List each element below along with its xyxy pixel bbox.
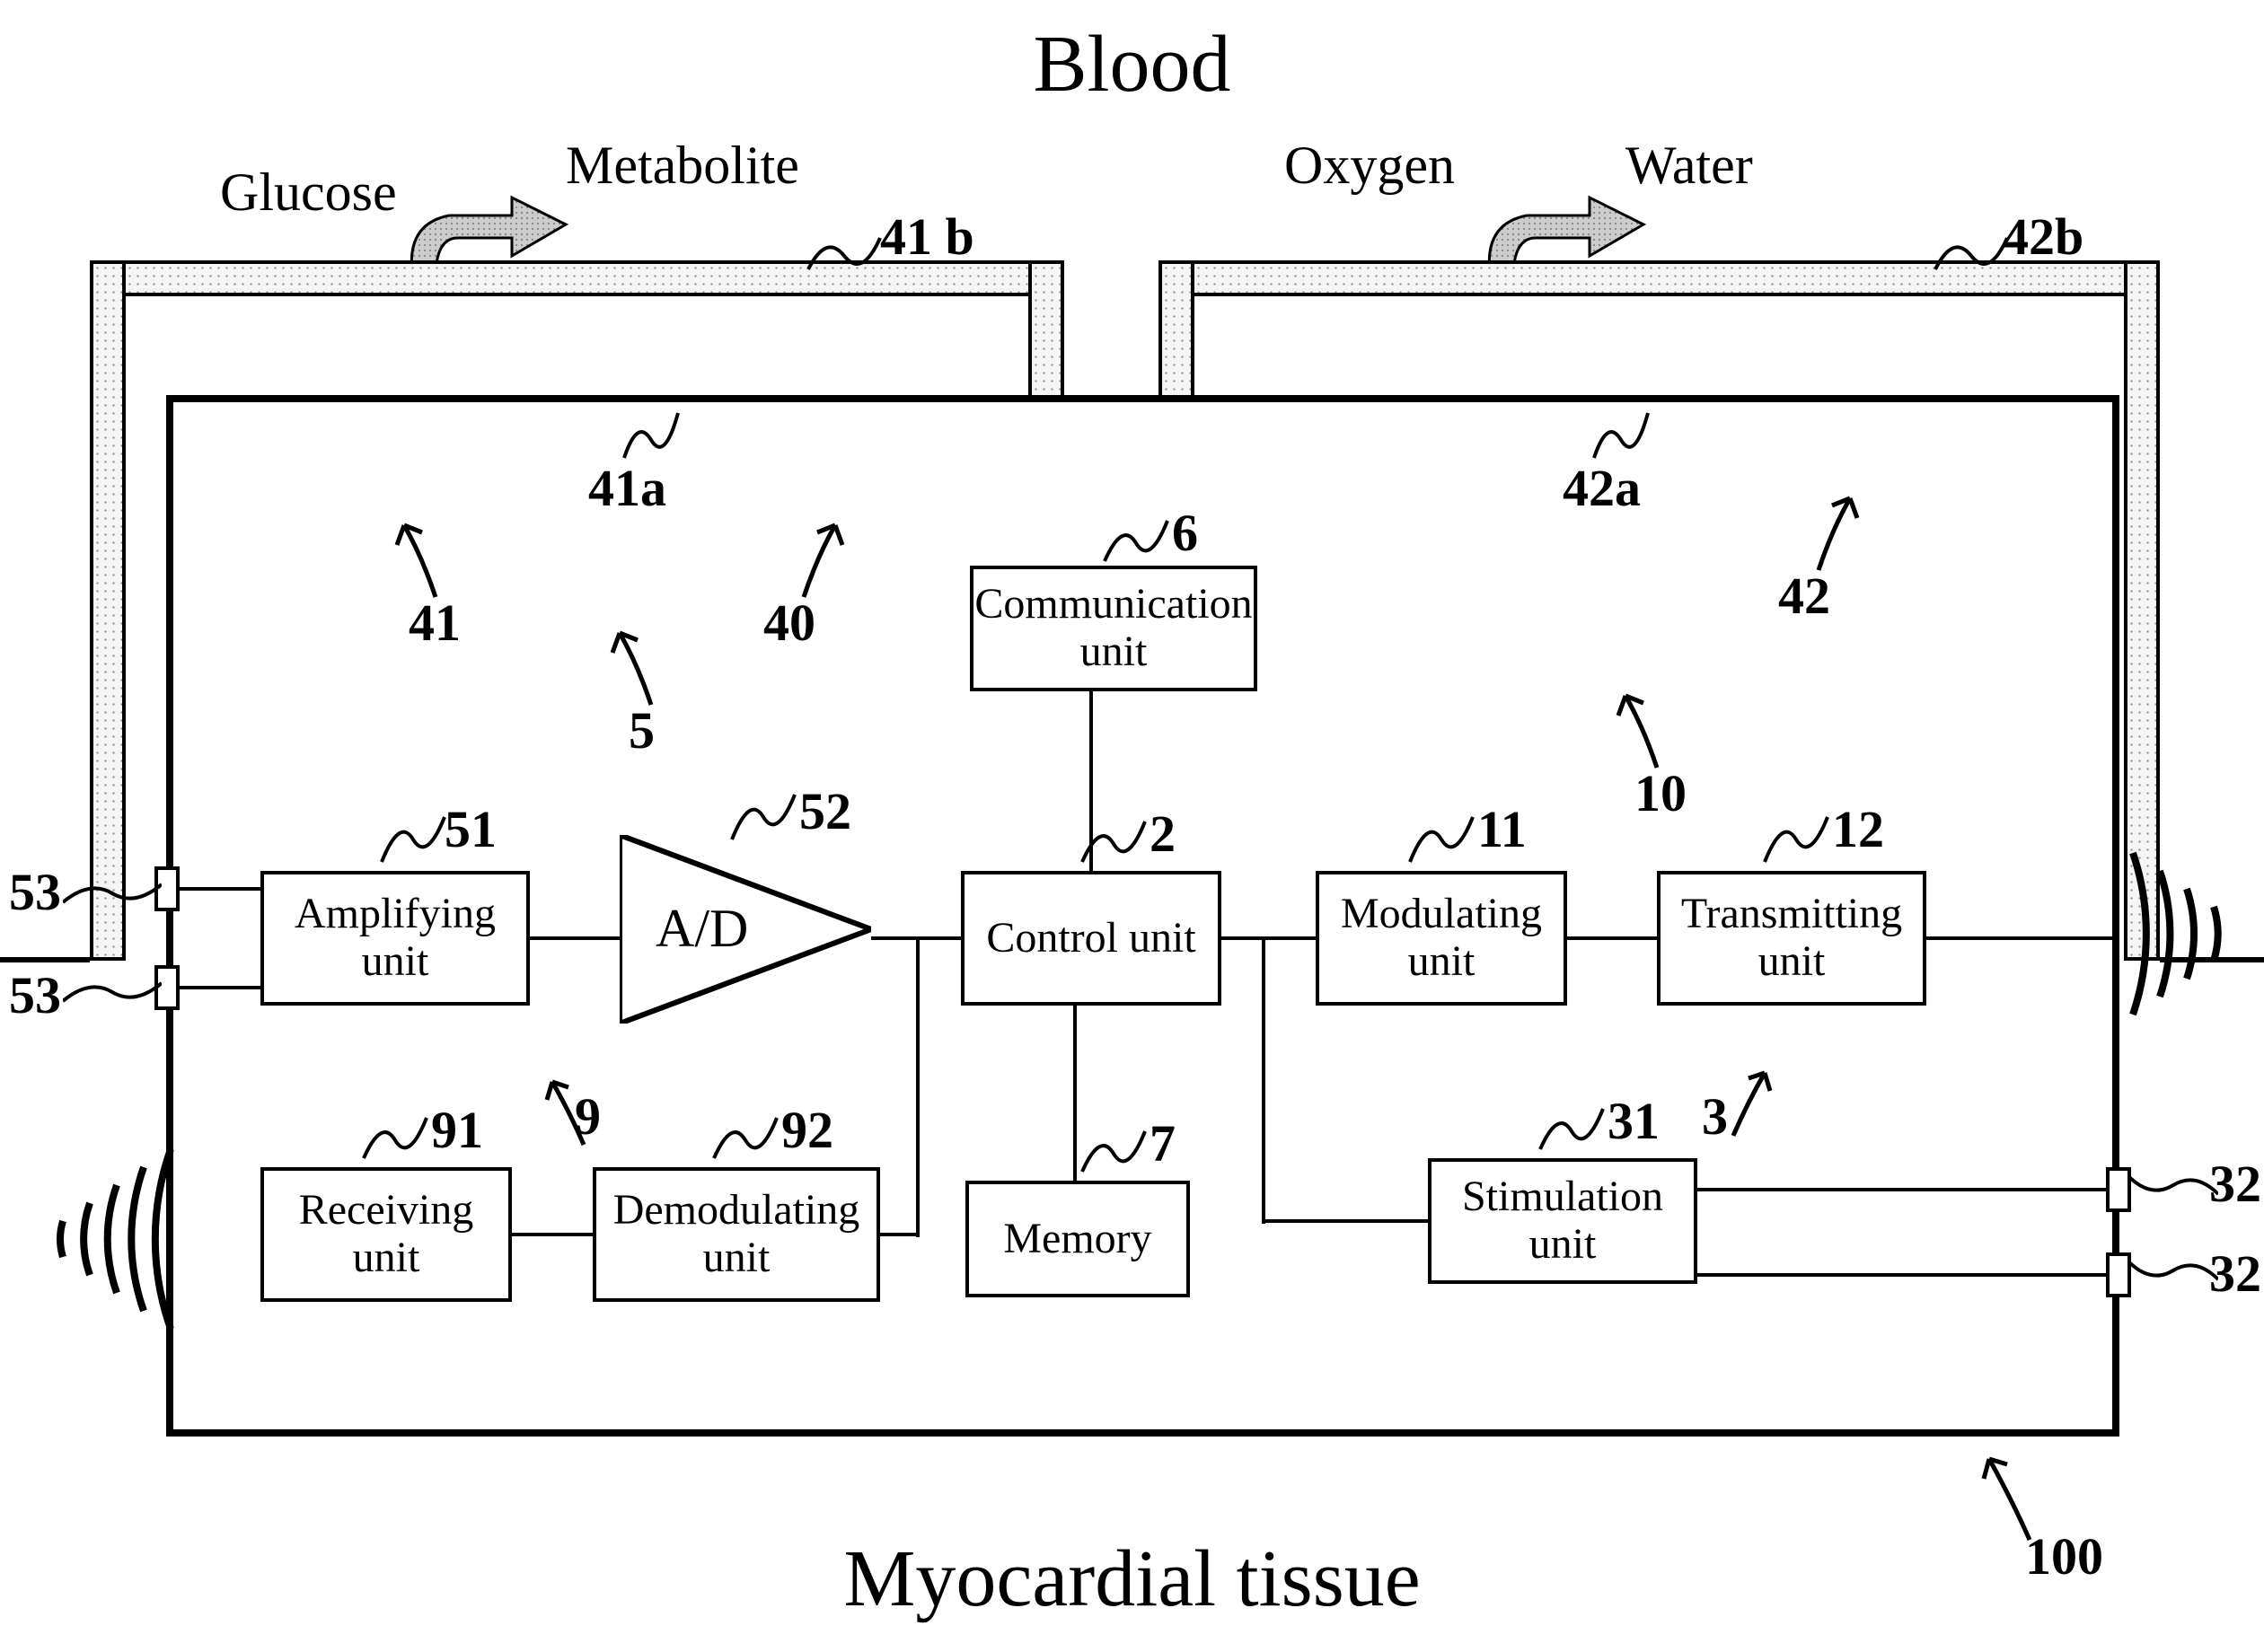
- conn-tx-edge: [1926, 936, 2119, 940]
- ref-32b: 32: [2209, 1243, 2261, 1304]
- block-communication: Communication unit: [970, 566, 1257, 691]
- ref-10: 10: [1634, 763, 1687, 823]
- ref-91: 91: [431, 1100, 483, 1160]
- ref-53a: 53: [9, 862, 61, 922]
- conn-control-memory: [1073, 1006, 1077, 1181]
- arrow-42-icon: [1796, 476, 1868, 575]
- ref-41: 41: [409, 593, 461, 653]
- ref-11: 11: [1477, 799, 1527, 859]
- electrode-32a: [2106, 1167, 2131, 1212]
- label-oxygen: Oxygen: [1284, 135, 1455, 197]
- enclosure-left-right: [1028, 260, 1064, 417]
- ref-5: 5: [629, 700, 655, 760]
- ref-2: 2: [1150, 804, 1176, 864]
- label-glucose: Glucose: [220, 162, 397, 224]
- block-stimulation-label: Stimulation unit: [1462, 1173, 1663, 1269]
- ref-6: 6: [1172, 503, 1198, 563]
- arrow-10-icon: [1608, 673, 1679, 772]
- callout-51-icon: [377, 813, 449, 866]
- callout-12-icon: [1760, 813, 1832, 866]
- ref-31: 31: [1608, 1091, 1660, 1151]
- enclosure-right-left: [1158, 260, 1194, 417]
- electrode-32b: [2106, 1252, 2131, 1297]
- block-communication-label: Communication unit: [974, 581, 1252, 676]
- ref-52: 52: [799, 781, 851, 841]
- conn-demod-up: [916, 936, 920, 1237]
- signal-arcs-left-icon: [36, 1140, 180, 1338]
- ground-line-left: [0, 957, 90, 962]
- conn-rx-demod: [512, 1233, 593, 1236]
- conn-amp-ad: [530, 936, 620, 940]
- callout-2-icon: [1078, 817, 1150, 866]
- conn-comm-control: [1089, 691, 1093, 871]
- block-receiving-label: Receiving unit: [299, 1187, 474, 1282]
- block-demodulating-label: Demodulating unit: [613, 1187, 860, 1282]
- block-modulating-label: Modulating unit: [1341, 891, 1542, 986]
- arrow-5-icon: [602, 611, 674, 709]
- ref-42a: 42a: [1563, 458, 1641, 518]
- callout-7-icon: [1078, 1127, 1150, 1176]
- ref-41a: 41a: [588, 458, 666, 518]
- ref-100: 100: [2025, 1526, 2103, 1586]
- ref-42b: 42b: [2003, 206, 2083, 267]
- signal-arcs-right-icon: [2124, 839, 2259, 1028]
- ref-92: 92: [781, 1100, 833, 1160]
- conn-stim-e32b: [1697, 1273, 2106, 1277]
- ref-3: 3: [1702, 1086, 1728, 1147]
- callout-41a-icon: [620, 409, 683, 462]
- ref-41b: 41 b: [880, 206, 974, 267]
- block-amplifying: Amplifying unit: [260, 871, 530, 1006]
- ref-53b: 53: [9, 965, 61, 1025]
- block-transmitting: Transmitting unit: [1657, 871, 1926, 1006]
- leader-53b-icon: [63, 979, 162, 1006]
- leader-53a-icon: [63, 880, 162, 907]
- block-demodulating: Demodulating unit: [593, 1167, 880, 1302]
- block-amplifying-label: Amplifying unit: [295, 891, 496, 986]
- block-receiving: Receiving unit: [260, 1167, 512, 1302]
- ref-42: 42: [1778, 566, 1830, 626]
- conn-e53b-amp: [180, 986, 260, 989]
- title-blood: Blood: [1033, 18, 1230, 110]
- block-transmitting-label: Transmitting unit: [1681, 891, 1902, 986]
- label-metabolite: Metabolite: [566, 135, 799, 197]
- conn-demod-right: [880, 1233, 920, 1236]
- ref-9: 9: [575, 1086, 601, 1147]
- block-control: Control unit: [961, 871, 1221, 1006]
- conn-stim-e32a: [1697, 1188, 2106, 1191]
- block-control-label: Control unit: [986, 915, 1195, 962]
- ref-12: 12: [1832, 799, 1884, 859]
- conn-control-mod: [1221, 936, 1316, 940]
- block-modulating: Modulating unit: [1316, 871, 1567, 1006]
- block-memory-label: Memory: [1003, 1216, 1151, 1263]
- callout-11-icon: [1405, 813, 1477, 866]
- ref-40: 40: [763, 593, 815, 653]
- ref-32a: 32: [2209, 1154, 2261, 1214]
- leader-32a-icon: [2128, 1172, 2218, 1199]
- arrow-40-icon: [781, 503, 853, 602]
- block-ad-label: A/D: [656, 898, 748, 960]
- callout-42a-icon: [1590, 409, 1652, 462]
- callout-92-icon: [709, 1113, 781, 1163]
- callout-31-icon: [1536, 1104, 1608, 1154]
- label-water: Water: [1625, 135, 1753, 197]
- callout-42b-icon: [1931, 229, 2012, 274]
- ref-7: 7: [1150, 1113, 1176, 1173]
- conn-e53a-amp: [180, 887, 260, 891]
- block-memory: Memory: [965, 1181, 1190, 1297]
- callout-91-icon: [359, 1113, 431, 1163]
- callout-41b-icon: [804, 229, 885, 274]
- enclosure-left-left: [90, 260, 126, 961]
- conn-control-stim-h: [1262, 1219, 1428, 1223]
- leader-32b-icon: [2128, 1257, 2218, 1284]
- arrow-41-icon: [386, 503, 458, 602]
- ref-51: 51: [445, 799, 497, 859]
- conn-control-stim-v: [1262, 936, 1265, 1224]
- title-myocardial: Myocardial tissue: [843, 1533, 1420, 1625]
- block-stimulation: Stimulation unit: [1428, 1158, 1697, 1284]
- conn-mod-tx: [1567, 936, 1657, 940]
- callout-6-icon: [1100, 516, 1172, 566]
